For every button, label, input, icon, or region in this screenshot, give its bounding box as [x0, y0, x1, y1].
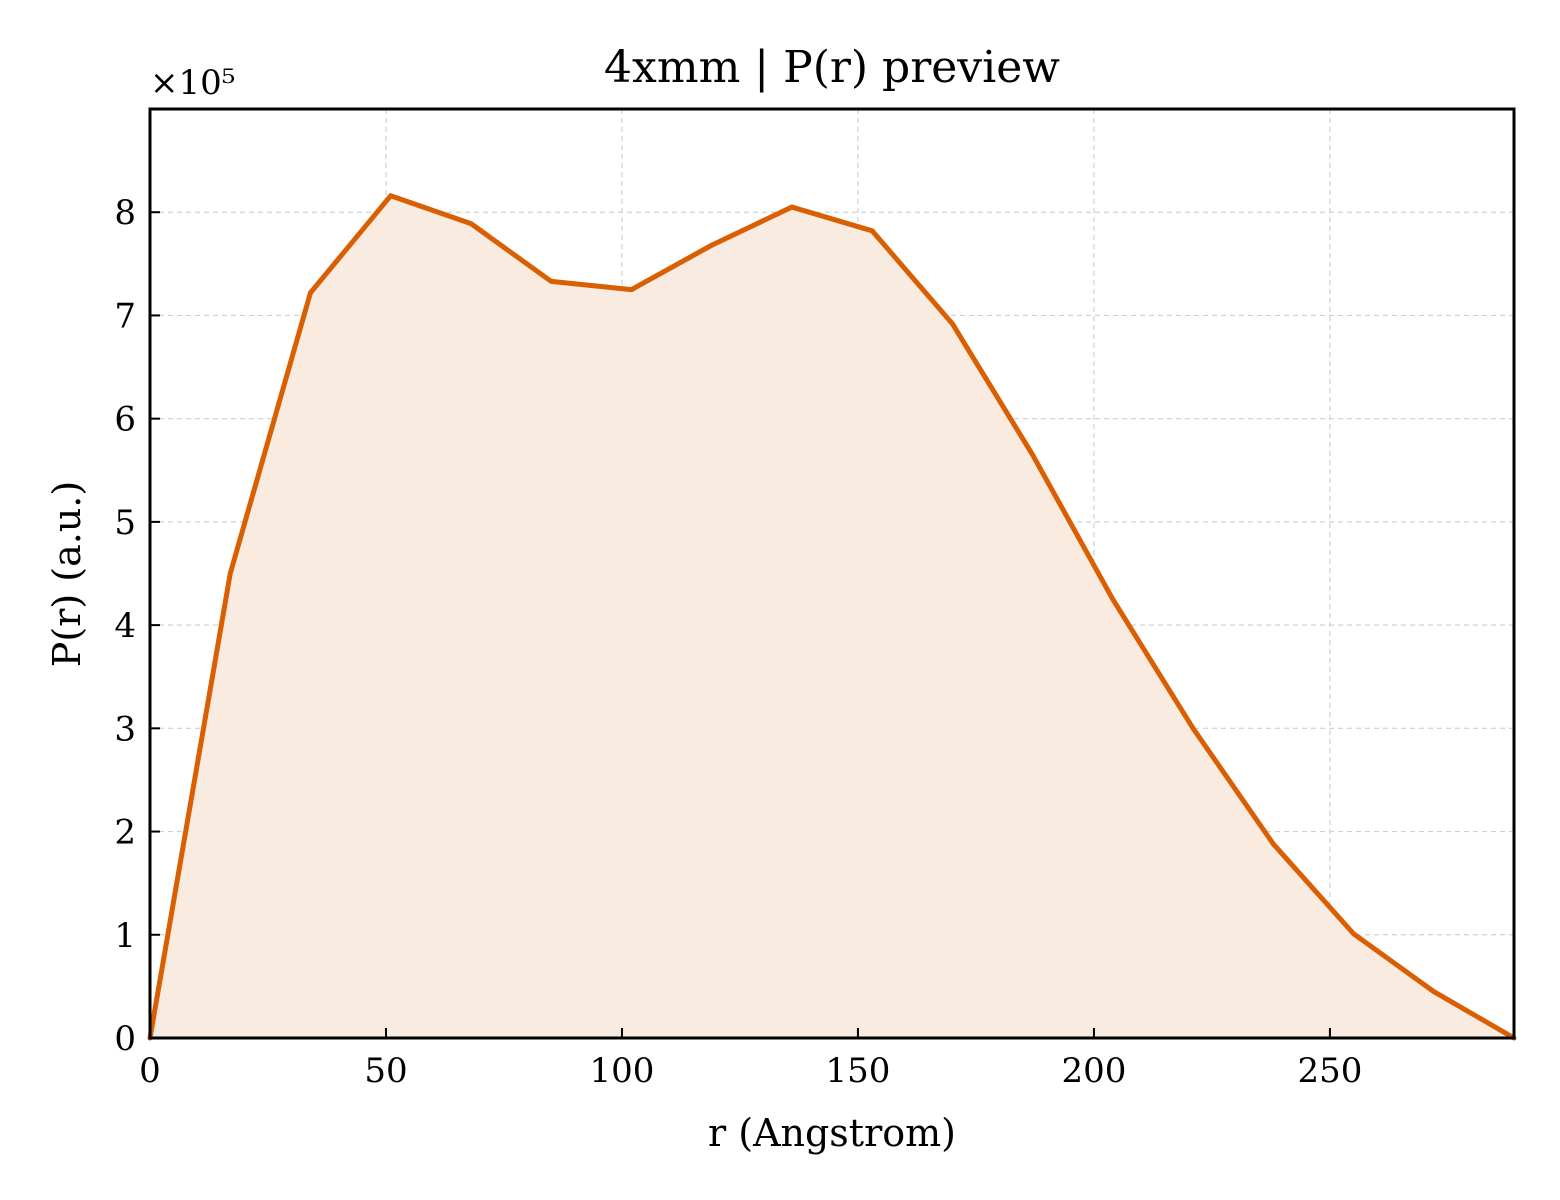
y-tick-label: 6	[114, 400, 136, 440]
y-tick-label: 0	[114, 1019, 136, 1059]
y-tick-label: 1	[114, 916, 136, 956]
plot-frame	[148, 107, 1516, 1040]
x-tick-label: 150	[826, 1051, 891, 1091]
y-tick-label: 7	[114, 296, 136, 336]
area-fill	[150, 195, 1514, 1038]
chart-title: 4xmm | P(r) preview	[604, 42, 1060, 93]
series-line	[147, 193, 1517, 1041]
y-tick-label: 4	[114, 606, 136, 646]
y-tick-label: 8	[114, 193, 136, 233]
x-tick-label: 0	[139, 1051, 161, 1091]
x-tick-label: 200	[1061, 1051, 1126, 1091]
x-tick-label: 50	[364, 1051, 407, 1091]
x-tick-label: 250	[1297, 1051, 1362, 1091]
x-axis-ticks: 0 50 100 150 200 250	[139, 1028, 1362, 1091]
y-tick-label: 2	[114, 813, 136, 853]
y-axis-ticks: 0 1 2 3 4 5 6 7 8	[114, 193, 160, 1059]
y-axis-label: P(r) (a.u.)	[45, 481, 89, 667]
y-tick-label: 5	[114, 503, 136, 543]
x-axis-label: r (Angstrom)	[708, 1111, 956, 1155]
y-tick-label: 3	[114, 709, 136, 749]
x-tick-label: 100	[590, 1051, 655, 1091]
y-offset-label: ×10⁵	[150, 63, 235, 103]
